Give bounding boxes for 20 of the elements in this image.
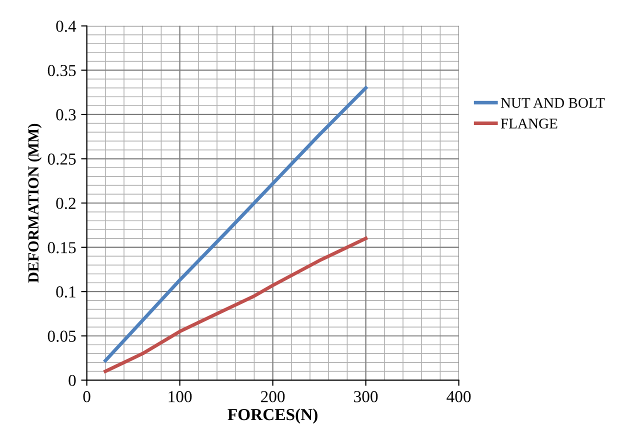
x-tick-label: 0: [83, 391, 90, 402]
y-tick-label: 0.3: [56, 109, 76, 120]
x-tick-label: 300: [354, 391, 378, 402]
line-series: [104, 236, 368, 374]
legend-label: FLANGE: [500, 118, 558, 128]
y-axis-title: DEFORMATION (MM): [28, 124, 42, 283]
y-tick-label: 0: [68, 374, 76, 386]
x-tick-label: 100: [168, 391, 192, 402]
y-tick-label: 0.1: [56, 286, 76, 298]
y-tick-label: 0.05: [48, 330, 76, 342]
y-tick-label: 0.2: [56, 198, 76, 210]
x-tick-label: 400: [446, 391, 471, 402]
line-series: [104, 86, 368, 362]
y-tick-label: 0.15: [48, 242, 76, 254]
y-tick-label: 0.25: [48, 153, 76, 165]
x-tick-label: 200: [261, 391, 285, 402]
x-axis-title: FORCES(N): [228, 408, 318, 424]
legend-label: NUT AND BOLT: [500, 98, 605, 108]
y-tick-label: 0.35: [48, 64, 76, 76]
y-tick-label: 0.4: [56, 20, 76, 32]
